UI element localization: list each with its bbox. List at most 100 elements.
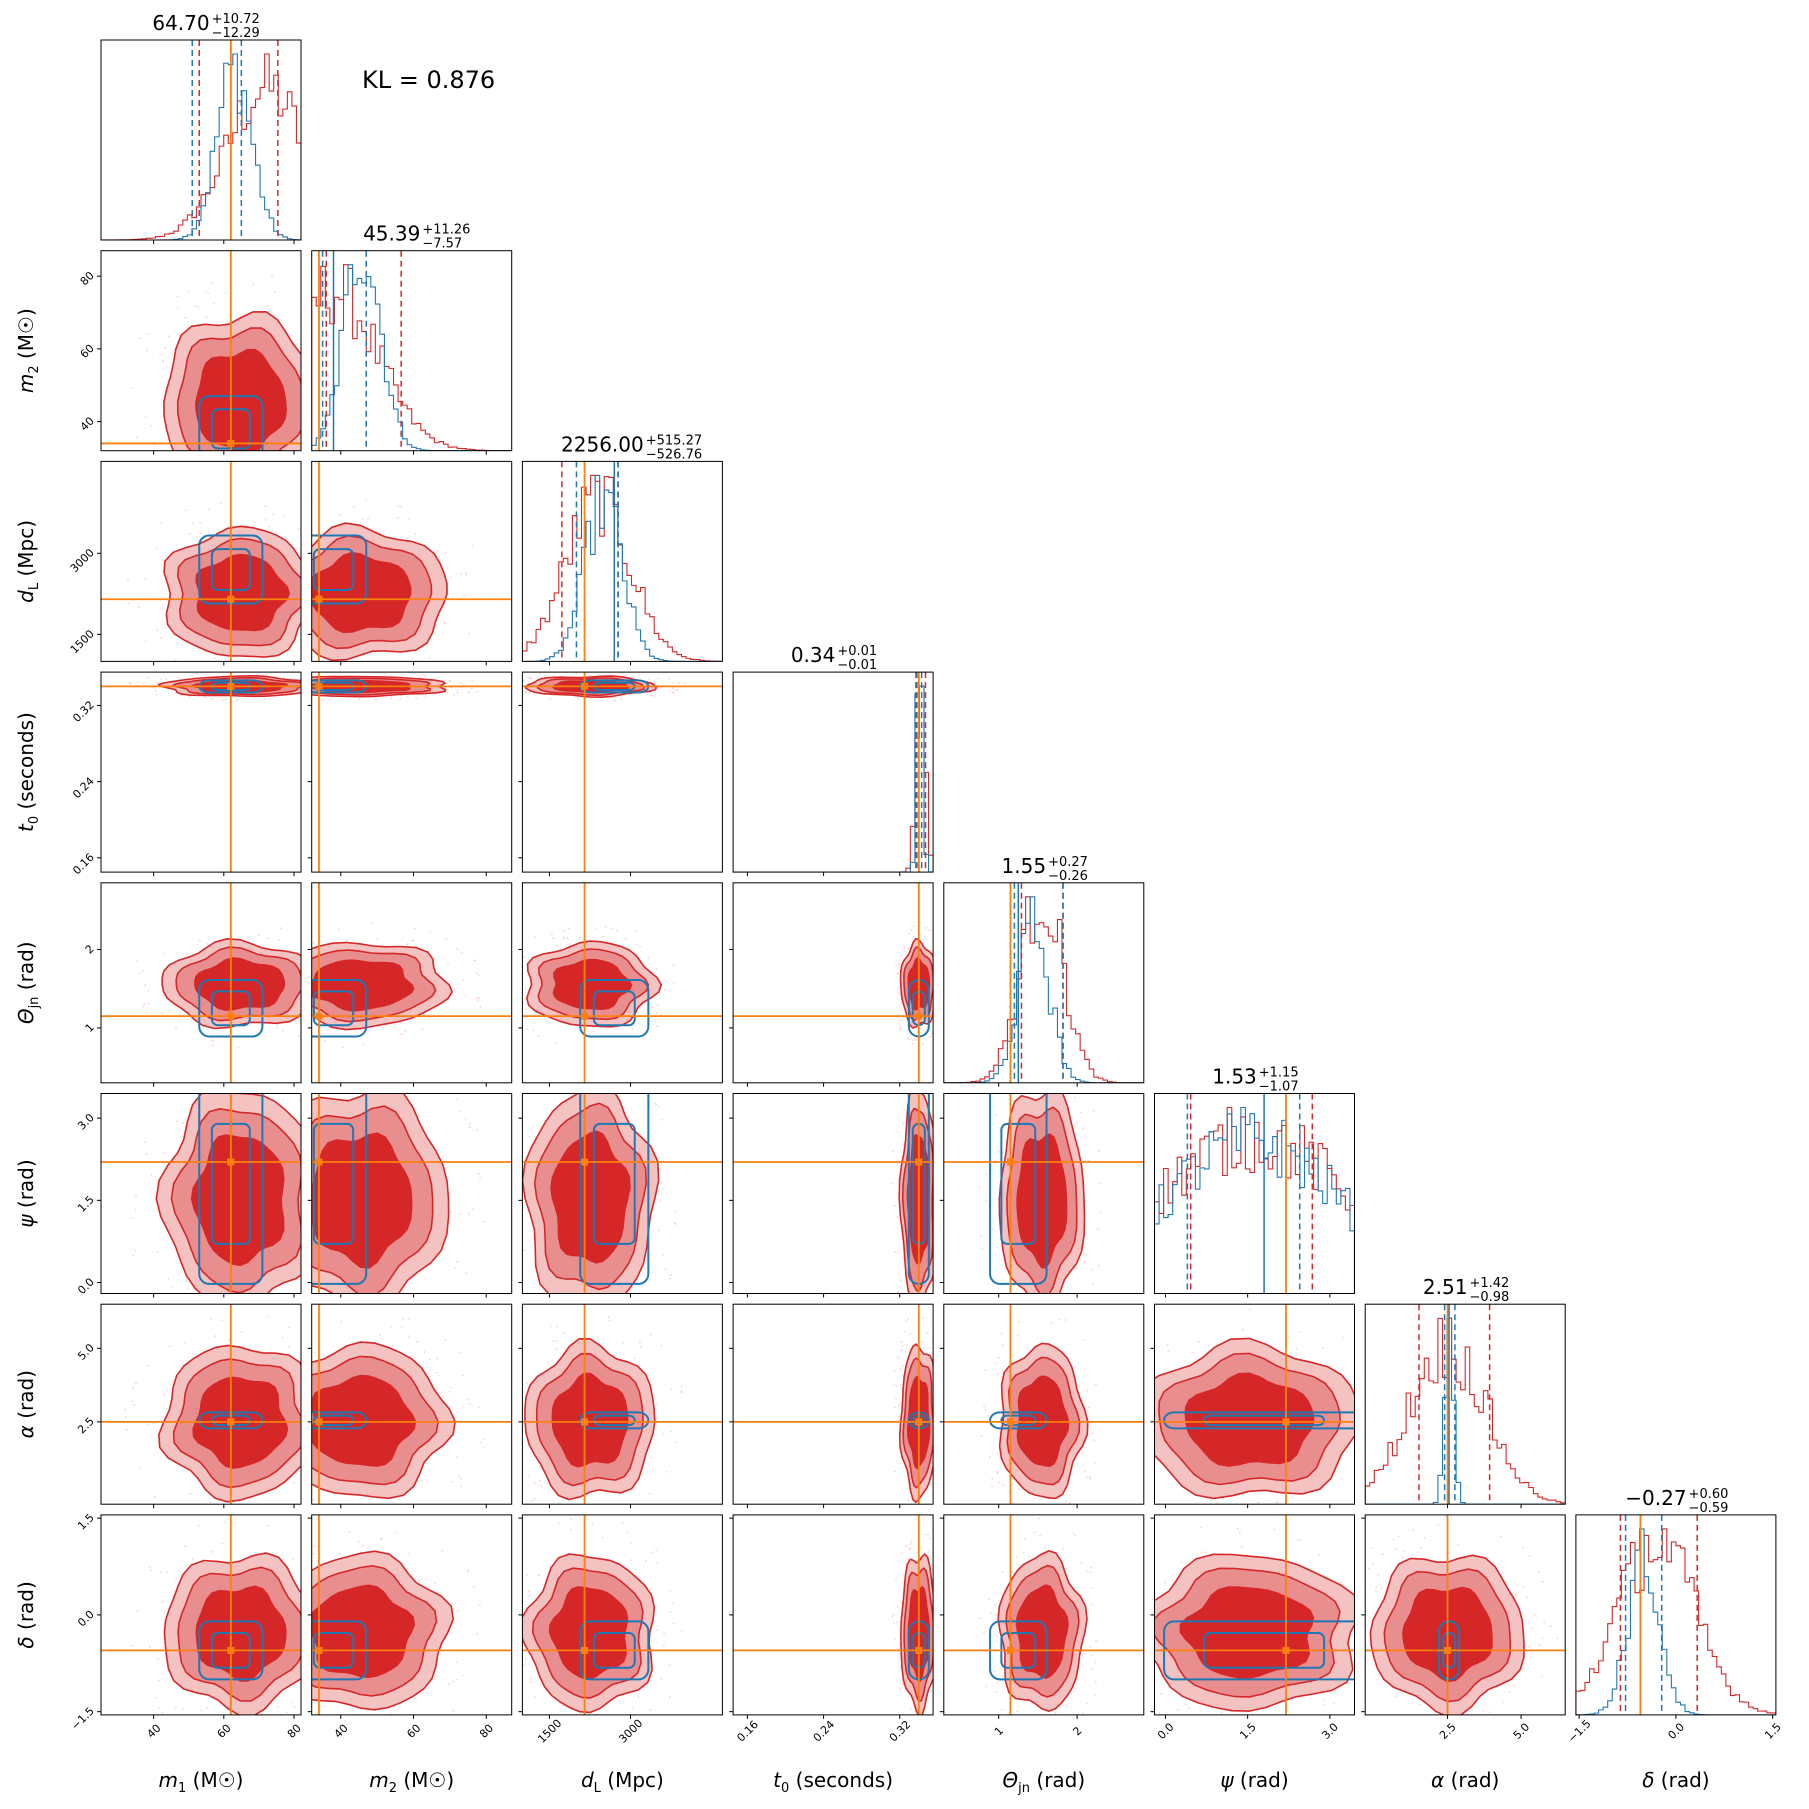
scatter-point	[1291, 1496, 1294, 1499]
scatter-point	[291, 1307, 293, 1309]
hist-red-4	[943, 896, 1144, 1083]
scatter-point	[469, 1402, 472, 1405]
scatter-point	[901, 953, 903, 956]
scatter-point	[1206, 1519, 1208, 1521]
scatter-point	[1090, 1603, 1092, 1606]
scatter-point	[127, 602, 130, 604]
scatter-point	[615, 929, 618, 932]
y-tick-label: 0.16	[70, 851, 97, 878]
scatter-point	[230, 1505, 232, 1507]
scatter-point	[911, 1042, 914, 1045]
scatter-point	[680, 1385, 683, 1388]
scatter-point	[396, 1066, 398, 1068]
scatter-point	[897, 1273, 900, 1276]
scatter-point	[168, 1345, 171, 1347]
y-axis-label-3: t0 (seconds)	[14, 712, 42, 832]
scatter-point	[931, 1032, 933, 1035]
panel-frame	[100, 882, 302, 1084]
scatter-point	[941, 1570, 943, 1572]
scatter-point	[477, 974, 480, 977]
scatter-point	[533, 1482, 536, 1484]
scatter-point	[657, 677, 659, 680]
scatter-point	[1376, 1388, 1378, 1390]
scatter-point	[1124, 1587, 1126, 1589]
scatter-point	[1037, 1517, 1040, 1520]
scatter-point	[920, 1042, 922, 1044]
scatter-point	[520, 1624, 522, 1626]
scatter-point	[237, 698, 239, 701]
scatter-point	[134, 1249, 136, 1252]
x-tick-label: 1	[992, 1724, 1006, 1738]
scatter-point	[935, 1659, 937, 1661]
scatter-point	[560, 1068, 562, 1070]
scatter-point	[396, 1719, 398, 1721]
scatter-point	[916, 1329, 918, 1331]
scatter-point	[1054, 1712, 1057, 1714]
panel-frame	[732, 882, 934, 1084]
panel-frame	[100, 1093, 302, 1294]
scatter-point	[508, 1600, 510, 1602]
scatter-point	[651, 1006, 654, 1009]
scatter-point	[599, 1066, 601, 1068]
scatter-point	[539, 1480, 542, 1482]
scatter-point	[411, 939, 414, 942]
scatter-point	[421, 1028, 424, 1031]
scatter-point	[1412, 1529, 1414, 1532]
scatter-point	[316, 1336, 318, 1338]
truth-marker	[227, 1012, 235, 1020]
x-tick-label: 2.5	[1437, 1720, 1459, 1742]
scatter-point	[267, 1309, 269, 1311]
scatter-point	[1382, 1552, 1385, 1555]
scatter-point	[313, 496, 315, 498]
scatter-point	[662, 1432, 665, 1435]
scatter-point	[592, 1070, 594, 1072]
scatter-point	[1241, 1545, 1243, 1548]
scatter-point	[1210, 1499, 1212, 1502]
scatter-point	[1063, 1726, 1065, 1728]
scatter-point	[247, 1739, 249, 1741]
scatter-point	[526, 1574, 528, 1576]
scatter-point	[1082, 1252, 1085, 1255]
scatter-point	[1051, 1335, 1053, 1337]
scatter-point	[454, 988, 456, 990]
scatter-point	[903, 946, 906, 949]
scatter-point	[345, 940, 348, 943]
scatter-point	[660, 1181, 663, 1183]
scatter-point	[1260, 1741, 1262, 1743]
scatter-point	[519, 1094, 521, 1096]
scatter-point	[909, 1348, 911, 1350]
scatter-point	[525, 1008, 528, 1011]
scatter-point	[219, 502, 222, 505]
scatter-point	[221, 699, 224, 702]
scatter-point	[926, 1332, 929, 1335]
scatter-point	[570, 1518, 572, 1521]
scatter-point	[919, 1547, 922, 1550]
scatter-point	[443, 622, 446, 625]
scatter-point	[1394, 1548, 1397, 1551]
scatter-point	[185, 1279, 187, 1282]
scatter-point	[320, 1342, 322, 1344]
scatter-point	[1128, 1450, 1130, 1452]
x-tick-label: 40	[332, 1722, 351, 1741]
scatter-point	[648, 1278, 651, 1280]
panel-frame	[732, 671, 934, 873]
scatter-point	[139, 337, 142, 339]
scatter-point	[400, 1326, 403, 1328]
scatter-point	[1059, 1724, 1061, 1726]
scatter-point	[159, 353, 162, 356]
panel-frame	[521, 671, 723, 873]
scatter-point	[937, 1405, 939, 1407]
scatter-point	[228, 1058, 230, 1060]
scatter-point	[1094, 1661, 1097, 1664]
scatter-point	[184, 316, 187, 319]
scatter-point	[1238, 1531, 1241, 1534]
scatter-point	[1111, 1407, 1113, 1409]
scatter-point	[338, 513, 340, 516]
scatter-point	[1064, 1319, 1067, 1321]
contour-blue-1	[592, 1414, 636, 1427]
scatter-point	[937, 1421, 939, 1423]
scatter-point	[632, 1707, 634, 1710]
scatter-point	[996, 1681, 999, 1684]
scatter-point	[276, 1023, 279, 1026]
scatter-point	[925, 1517, 927, 1519]
